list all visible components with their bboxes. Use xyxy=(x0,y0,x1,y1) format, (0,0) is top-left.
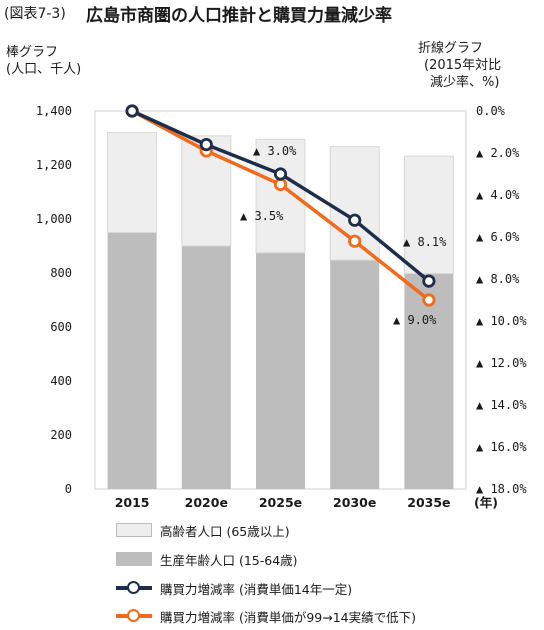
point-constant xyxy=(348,213,362,227)
legend-item-line-constant: 購買力増減率 (消費単価14年一定) xyxy=(116,578,352,598)
point-declining xyxy=(273,177,288,192)
right-axis-unit-line: (2015年対比 xyxy=(424,58,502,73)
legend-label: 購買力増減率 (消費単価が99→14実績で低下) xyxy=(160,609,417,625)
right-axis-unit: 折線グラフ (2015年対比 減少率、%) xyxy=(418,40,501,91)
right-axis-tick-label: ▲ 4.0% xyxy=(476,188,520,202)
data-label: ▲ 3.5% xyxy=(240,209,284,223)
legend-item-working-age: 生産年齢人口 (15-64歳) xyxy=(116,549,298,569)
right-axis-tick-label: ▲ 12.0% xyxy=(476,356,527,370)
legend-label: 生産年齢人口 (15-64歳) xyxy=(160,552,298,568)
left-axis-unit-line: (人口、千人) xyxy=(6,62,82,77)
left-axis-tick-label: 1,200 xyxy=(36,158,72,172)
bar-elderly xyxy=(403,155,454,275)
right-axis-tick-label: ▲ 18.0% xyxy=(476,482,527,496)
x-axis-tick-label: 2035e xyxy=(407,495,450,510)
x-axis-unit-label: (年) xyxy=(474,495,498,510)
legend-item-elderly: 高齢者人口 (65歳以上) xyxy=(116,520,290,540)
left-axis-tick-label: 600 xyxy=(50,320,72,334)
right-axis-tick-label: ▲ 8.0% xyxy=(476,272,520,286)
right-axis-unit-line: 減少率、%) xyxy=(430,75,500,90)
x-axis-tick-label: 2030e xyxy=(333,495,376,510)
x-axis-tick-label: 2025e xyxy=(259,495,302,510)
left-axis-unit: 棒グラフ (人口、千人) xyxy=(6,44,81,78)
right-axis-tick-label: 0.0% xyxy=(476,104,506,118)
legend-line-marker xyxy=(116,609,152,623)
right-axis-tick-label: ▲ 14.0% xyxy=(476,398,527,412)
bar-working-age xyxy=(330,260,380,489)
bar-elderly xyxy=(107,132,158,234)
point-constant xyxy=(199,138,213,152)
left-axis-tick-label: 1,000 xyxy=(36,212,72,226)
figure-number: (図表7-3) xyxy=(4,6,66,22)
point-constant xyxy=(125,104,139,118)
right-axis-unit-line: 折線グラフ xyxy=(418,41,484,56)
legend-label: 購買力増減率 (消費単価14年一定) xyxy=(160,581,353,597)
right-axis-tick-label: ▲ 16.0% xyxy=(476,440,527,454)
point-constant xyxy=(422,274,436,288)
right-axis-tick-label: ▲ 2.0% xyxy=(476,146,520,160)
right-axis-tick-label: ▲ 10.0% xyxy=(476,314,527,328)
left-axis-tick-label: 400 xyxy=(50,374,72,388)
bar-working-age xyxy=(404,273,454,489)
left-axis-tick-label: 1,400 xyxy=(36,104,72,118)
left-axis-unit-line: 棒グラフ xyxy=(6,45,59,60)
point-declining xyxy=(422,293,436,307)
legend-item-line-declining: 購買力増減率 (消費単価が99→14実績で低下) xyxy=(116,606,416,626)
bar-elderly xyxy=(181,135,232,247)
legend-swatch xyxy=(116,552,152,566)
bar-working-age xyxy=(107,232,157,489)
legend-label: 高齢者人口 (65歳以上) xyxy=(160,523,290,539)
left-axis-tick-label: 800 xyxy=(50,266,72,280)
point-declining xyxy=(348,234,362,248)
chart-title: 広島市商圏の人口推計と購買力量減少率 xyxy=(86,6,392,26)
bar-working-age xyxy=(181,246,231,489)
bar-working-age xyxy=(256,252,305,489)
data-label: ▲ 3.0% xyxy=(253,144,297,158)
legend-swatch xyxy=(116,523,152,537)
x-axis-tick-label: 2015 xyxy=(115,495,150,510)
data-label: ▲ 9.0% xyxy=(393,313,437,327)
point-constant xyxy=(273,167,288,181)
data-label: ▲ 8.1% xyxy=(403,235,447,249)
left-axis-tick-label: 200 xyxy=(50,428,72,442)
legend-line-marker xyxy=(116,581,152,595)
left-axis-tick-label: 0 xyxy=(65,482,72,496)
x-axis-tick-label: 2020e xyxy=(185,495,228,510)
right-axis-tick-label: ▲ 6.0% xyxy=(476,230,520,244)
